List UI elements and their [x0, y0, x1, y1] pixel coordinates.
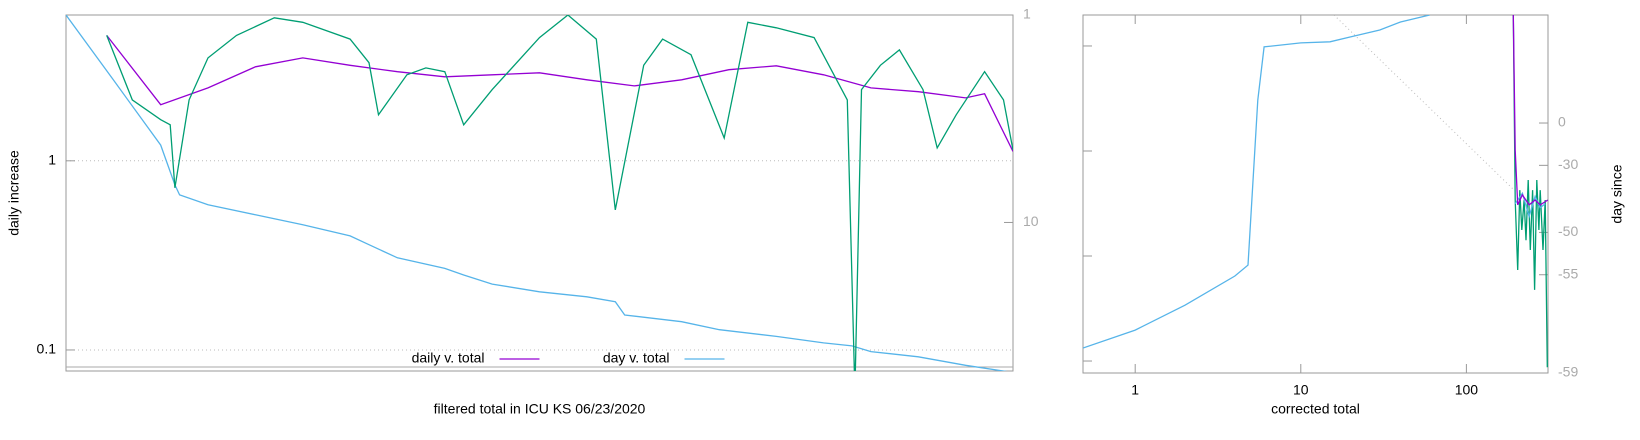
plot-frame	[1082, 14, 1549, 374]
reference-line	[1333, 14, 1515, 191]
x-tick-label: 1	[1131, 382, 1139, 398]
y2-tick-label: -30	[1558, 156, 1578, 172]
y-tick-label: 1	[48, 152, 56, 168]
y-tick-label: 0.1	[37, 341, 57, 357]
y2-tick-label: -55	[1558, 265, 1578, 281]
series-line	[106, 15, 1013, 371]
y2-axis-label: day since	[1609, 164, 1625, 223]
series-line	[1512, 15, 1548, 368]
x-tick-label: 100	[1455, 382, 1479, 398]
x-tick-label: 10	[1293, 382, 1309, 398]
y2-tick-label: 0	[1558, 114, 1566, 130]
x-axis-label: corrected total	[1271, 401, 1360, 417]
y2-tick-label: -59	[1558, 364, 1578, 380]
legend-label: daily v. total	[412, 350, 485, 366]
series-line	[1083, 15, 1430, 349]
y2-tick-label: -50	[1558, 223, 1578, 239]
x-axis-label: filtered total in ICU KS 06/23/2020	[434, 401, 646, 417]
series-line	[1512, 15, 1548, 206]
y2-tick-label: 1	[1023, 6, 1031, 22]
y-axis-label: daily increase	[6, 150, 22, 236]
plot-frame	[65, 14, 1014, 372]
series-line	[106, 35, 1013, 152]
legend-label: day v. total	[603, 350, 670, 366]
series-line	[66, 15, 1008, 371]
y2-tick-label: 10	[1023, 213, 1039, 229]
